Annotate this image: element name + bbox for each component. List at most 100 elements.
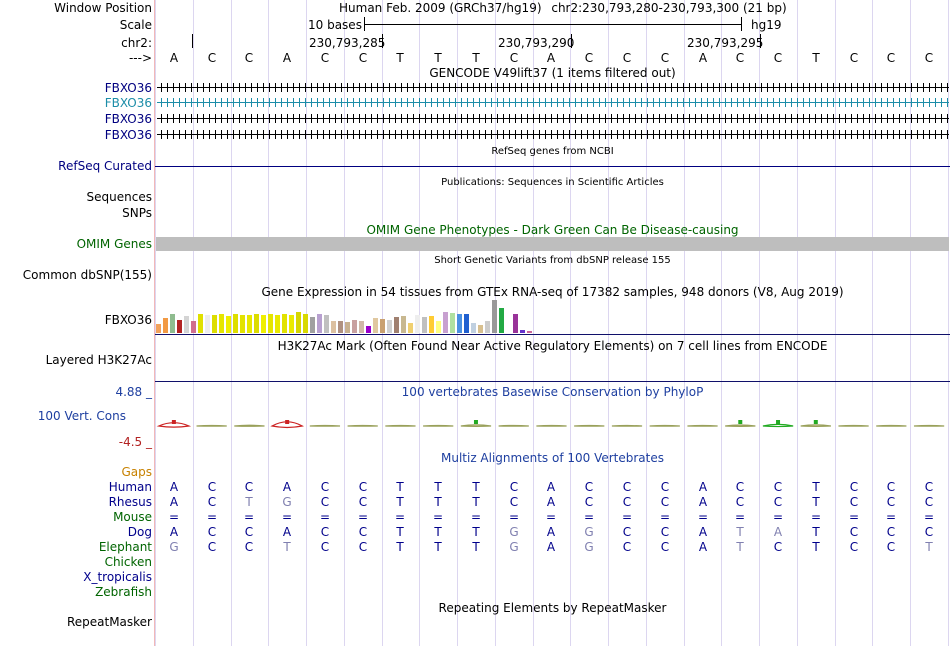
gtex-tissue-bar[interactable] xyxy=(394,317,399,333)
phylop-score-mark[interactable] xyxy=(762,423,794,428)
gtex-tissue-bar[interactable] xyxy=(373,318,378,333)
phylop-score-mark[interactable] xyxy=(649,424,680,427)
gtex-tissue-bar[interactable] xyxy=(261,315,266,333)
gtex-track-label[interactable]: FBXO36 xyxy=(104,313,152,327)
phylop-score-dot[interactable] xyxy=(776,420,781,424)
gtex-tissue-bar[interactable] xyxy=(289,315,294,333)
omim-feature-bar[interactable] xyxy=(156,237,949,251)
gencode-transcript[interactable] xyxy=(157,83,949,92)
phylop-score-mark[interactable] xyxy=(611,424,643,427)
phylop-score-mark[interactable] xyxy=(838,424,869,427)
refseq-track-label[interactable]: RefSeq Curated xyxy=(58,159,152,173)
phylop-score-mark[interactable] xyxy=(536,424,567,427)
gtex-tissue-bar[interactable] xyxy=(275,315,280,333)
gtex-tissue-bar[interactable] xyxy=(212,315,217,333)
phylop-track-label[interactable]: 100 Vert. Cons xyxy=(37,409,126,423)
gtex-tissue-bar[interactable] xyxy=(436,321,441,333)
phylop-score-mark[interactable] xyxy=(156,422,192,428)
gencode-item-label[interactable]: FBXO36 xyxy=(104,128,152,142)
multiz-species-label[interactable]: Dog xyxy=(127,525,152,539)
gencode-transcript[interactable] xyxy=(157,98,949,107)
gtex-tissue-bar[interactable] xyxy=(478,325,483,333)
gtex-tissue-bar[interactable] xyxy=(345,322,350,333)
multiz-species-label[interactable]: Chicken xyxy=(104,555,152,569)
multiz-species-label[interactable]: Human xyxy=(108,480,152,494)
gtex-tissue-bar[interactable] xyxy=(415,315,420,333)
multiz-species-label[interactable]: Zebrafish xyxy=(95,585,152,599)
gtex-tissue-bar[interactable] xyxy=(520,330,525,333)
phylop-score-dot[interactable] xyxy=(738,420,743,424)
gtex-tissue-bar[interactable] xyxy=(331,321,336,333)
gtex-tissue-bar[interactable] xyxy=(464,314,469,333)
phylop-score-dot[interactable] xyxy=(285,420,290,424)
gtex-tissue-bar[interactable] xyxy=(296,312,301,333)
gtex-tissue-bar[interactable] xyxy=(198,314,203,333)
multiz-species-label[interactable]: X_tropicalis xyxy=(83,570,152,584)
gtex-tissue-bar[interactable] xyxy=(422,317,427,333)
gtex-tissue-bar[interactable] xyxy=(191,321,196,333)
gtex-tissue-bar[interactable] xyxy=(352,320,357,333)
gtex-tissue-bar[interactable] xyxy=(233,314,238,333)
repeatmasker-track-label[interactable]: RepeatMasker xyxy=(66,615,152,629)
gtex-tissue-bar[interactable] xyxy=(527,331,532,333)
phylop-score-mark[interactable] xyxy=(270,421,305,429)
gtex-tissue-bar[interactable] xyxy=(205,315,210,333)
gtex-tissue-bar[interactable] xyxy=(408,323,413,333)
phylop-score-mark[interactable] xyxy=(234,424,265,427)
gtex-tissue-bar[interactable] xyxy=(366,326,371,333)
gtex-tissue-bar[interactable] xyxy=(177,320,182,333)
phylop-score-mark[interactable] xyxy=(196,424,227,427)
gtex-tissue-bar[interactable] xyxy=(254,314,259,333)
gencode-item-label[interactable]: FBXO36 xyxy=(104,81,152,95)
gtex-tissue-bar[interactable] xyxy=(513,314,518,333)
gtex-tissue-bar[interactable] xyxy=(226,316,231,333)
gtex-tissue-bar[interactable] xyxy=(387,320,392,333)
phylop-score-mark[interactable] xyxy=(309,424,341,427)
phylop-score-mark[interactable] xyxy=(423,424,454,427)
phylop-score-mark[interactable] xyxy=(347,424,378,427)
gencode-transcript[interactable] xyxy=(157,130,949,139)
gtex-tissue-bar[interactable] xyxy=(163,318,168,333)
gtex-tissue-bar[interactable] xyxy=(324,315,329,333)
multiz-species-label[interactable]: Rhesus xyxy=(108,495,152,509)
gtex-tissue-bar[interactable] xyxy=(240,315,245,333)
gtex-tissue-bar[interactable] xyxy=(380,319,385,333)
gencode-item-label[interactable]: FBXO36 xyxy=(104,96,152,110)
gtex-tissue-bar[interactable] xyxy=(156,324,161,333)
gtex-tissue-bar[interactable] xyxy=(268,314,273,333)
gtex-tissue-bar[interactable] xyxy=(219,314,224,333)
phylop-score-mark[interactable] xyxy=(725,424,756,427)
gtex-tissue-bar[interactable] xyxy=(338,321,343,333)
h3k27ac-track-label[interactable]: Layered H3K27Ac xyxy=(45,353,152,367)
phylop-score-mark[interactable] xyxy=(460,424,492,427)
gtex-tissue-bar[interactable] xyxy=(303,314,308,333)
dbsnp-track-label[interactable]: Common dbSNP(155) xyxy=(22,268,152,282)
phylop-score-mark[interactable] xyxy=(800,424,831,427)
gtex-tissue-bar[interactable] xyxy=(492,300,497,333)
phylop-score-dot[interactable] xyxy=(473,420,478,424)
publications-snps-label[interactable]: SNPs xyxy=(122,206,152,220)
multiz-species-label[interactable]: Elephant xyxy=(98,540,152,554)
gencode-item-label[interactable]: FBXO36 xyxy=(104,112,152,126)
phylop-score-mark[interactable] xyxy=(574,424,605,427)
gtex-tissue-bar[interactable] xyxy=(247,315,252,333)
phylop-score-mark[interactable] xyxy=(687,424,718,427)
gtex-tissue-bar[interactable] xyxy=(457,314,462,333)
gtex-tissue-bar[interactable] xyxy=(170,314,175,333)
phylop-score-mark[interactable] xyxy=(913,424,945,427)
gencode-transcript[interactable] xyxy=(157,114,949,123)
gtex-tissue-bar[interactable] xyxy=(429,316,434,333)
gtex-tissue-bar[interactable] xyxy=(310,317,315,333)
phylop-score-dot[interactable] xyxy=(813,420,818,424)
gtex-tissue-bar[interactable] xyxy=(443,312,448,333)
gtex-tissue-bar[interactable] xyxy=(499,308,504,333)
publications-sequences-label[interactable]: Sequences xyxy=(86,190,152,204)
gtex-tissue-bar[interactable] xyxy=(471,323,476,333)
gtex-tissue-bar[interactable] xyxy=(359,321,364,333)
phylop-score-dot[interactable] xyxy=(171,420,176,424)
gtex-tissue-bar[interactable] xyxy=(506,331,511,333)
gtex-tissue-bar[interactable] xyxy=(317,314,322,333)
phylop-score-mark[interactable] xyxy=(385,424,416,427)
gtex-tissue-bar[interactable] xyxy=(485,321,490,333)
